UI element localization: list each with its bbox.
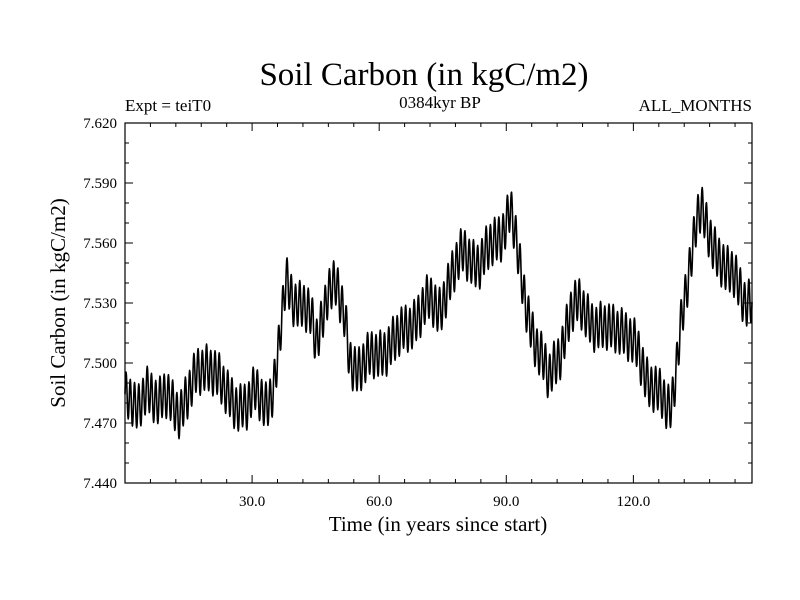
experiment-label: Expt = teiT0 [125,96,211,115]
x-tick-label: 30.0 [239,494,265,510]
chart-title: Soil Carbon (in kgC/m2) [259,57,588,93]
months-label: ALL_MONTHS [639,96,752,115]
plot-frame [124,122,753,484]
y-tick-label: 7.470 [83,416,117,432]
y-tick-label: 7.620 [83,116,117,132]
x-tick-labels: 30.0 60.0 90.0 120.0 [239,494,650,510]
x-tick-label: 120.0 [617,494,651,510]
x-axis-label: Time (in years since start) [329,512,548,536]
y-axis-label: Soil Carbon (in kgC/m2) [46,198,70,407]
period-label: 0384kyr BP [399,93,481,112]
y-tick-label: 7.500 [83,356,117,372]
y-tick-label: 7.530 [83,296,117,312]
x-tick-label: 60.0 [366,494,392,510]
soil-carbon-series-line [124,186,753,440]
y-tick-label: 7.440 [83,476,117,492]
y-tick-label: 7.560 [83,236,117,252]
x-tick-label: 90.0 [493,494,519,510]
y-tick-label: 7.590 [83,176,117,192]
y-tick-labels: 7.440 7.470 7.500 7.530 7.560 7.590 7.620 [83,116,117,492]
